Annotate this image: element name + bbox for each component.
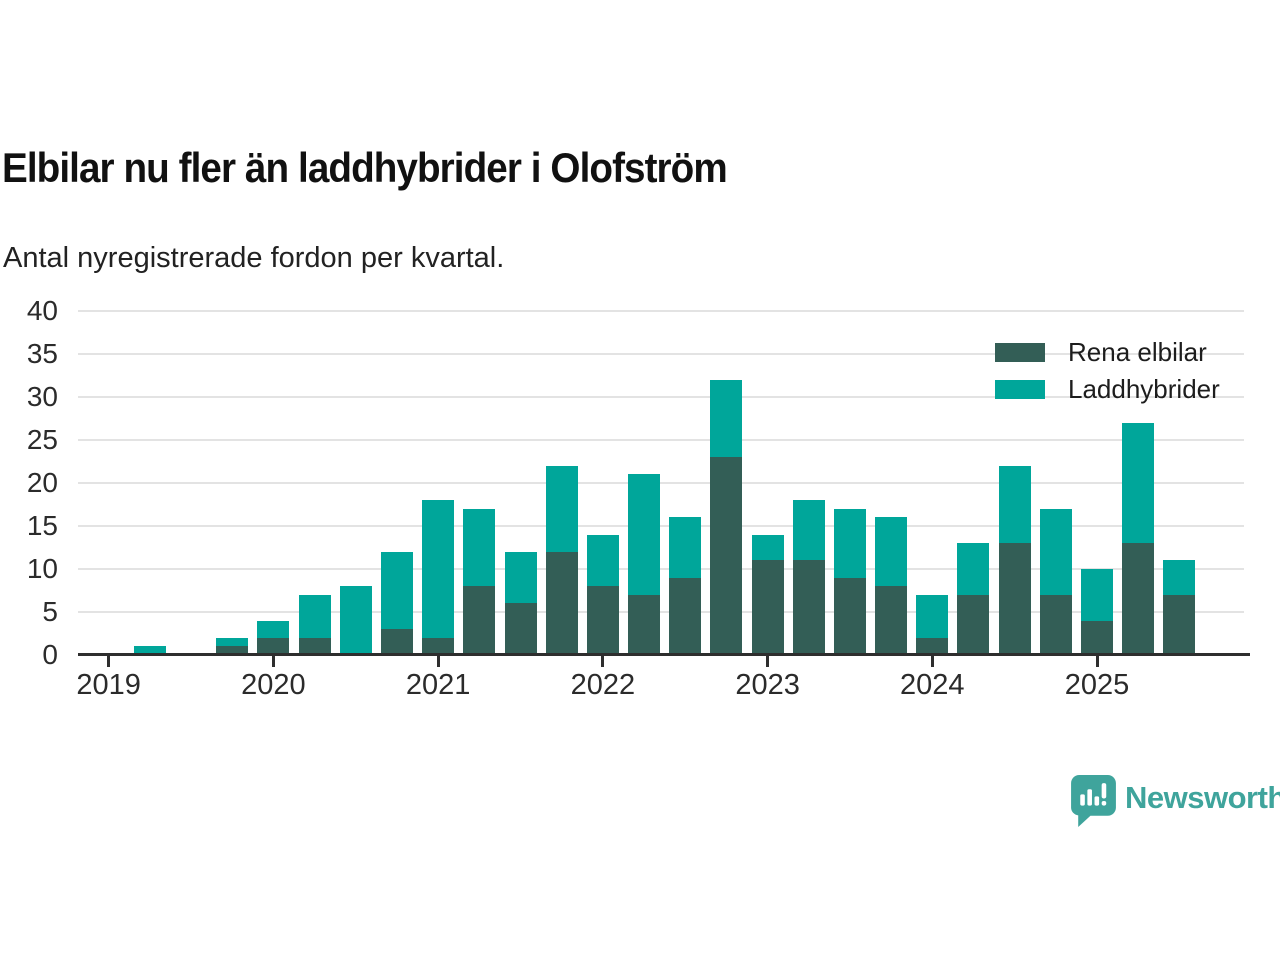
bar-segment-rena-elbilar <box>422 637 455 655</box>
gridline <box>78 396 1244 398</box>
bar-segment-rena-elbilar <box>380 629 413 655</box>
chart-subtitle: Antal nyregistrerade fordon per kvartal. <box>3 242 505 274</box>
bar-segment-laddhybrider <box>998 465 1031 544</box>
bar-segment-rena-elbilar <box>463 586 496 655</box>
x-axis-tick-label: 2025 <box>1064 669 1130 701</box>
newsworthy-logo-icon <box>1071 775 1116 827</box>
y-axis-tick-label: 20 <box>26 467 58 498</box>
x-axis-line <box>78 653 1250 656</box>
bar-segment-laddhybrider <box>792 500 825 561</box>
legend-label: Rena elbilar <box>1068 337 1207 367</box>
gridline <box>78 439 1244 441</box>
gridline <box>78 310 1244 312</box>
bar-segment-rena-elbilar <box>875 586 908 655</box>
bar-segment-laddhybrider <box>669 517 702 578</box>
gridline <box>78 353 1244 355</box>
bar-segment-laddhybrider <box>586 534 619 587</box>
bar-segment-laddhybrider <box>710 379 743 458</box>
bar-segment-rena-elbilar <box>1163 594 1196 655</box>
bar-segment-rena-elbilar <box>1122 543 1155 655</box>
bar-segment-laddhybrider <box>1081 569 1114 621</box>
y-axis-tick-label: 30 <box>26 381 58 412</box>
bar-segment-laddhybrider <box>380 551 413 630</box>
gridline <box>78 611 1244 613</box>
x-axis-tick <box>271 656 275 667</box>
bar-segment-laddhybrider <box>1163 560 1196 595</box>
brand-name: Newsworthy <box>1125 780 1280 815</box>
bar-segment-rena-elbilar <box>1039 594 1072 655</box>
legend-swatch <box>995 343 1045 362</box>
x-axis-tick-label: 2023 <box>735 669 800 701</box>
bar-segment-laddhybrider <box>833 508 866 578</box>
x-axis-tick-label: 2024 <box>900 669 965 701</box>
legend-swatch <box>995 380 1045 399</box>
bar-segment-laddhybrider <box>875 517 908 587</box>
legend-item: Rena elbilar <box>995 334 1220 371</box>
y-axis-tick-label: 25 <box>26 424 58 455</box>
bar-segment-laddhybrider <box>339 586 372 655</box>
gridline <box>78 568 1244 570</box>
bar-segment-rena-elbilar <box>216 646 249 655</box>
bar-segment-laddhybrider <box>463 508 496 587</box>
bar-segment-laddhybrider <box>216 637 249 647</box>
bar-segment-rena-elbilar <box>628 594 661 655</box>
bar-segment-laddhybrider <box>628 474 661 595</box>
x-axis-tick-label: 2021 <box>405 669 471 701</box>
bar-segment-laddhybrider <box>916 594 949 638</box>
x-axis-tick-label: 2019 <box>76 669 141 701</box>
bar-segment-laddhybrider <box>751 534 784 561</box>
bar-segment-laddhybrider <box>257 620 290 638</box>
x-axis-tick <box>766 656 770 667</box>
bar-segment-laddhybrider <box>957 543 990 595</box>
y-axis-tick-label: 35 <box>26 338 58 369</box>
x-axis-tick <box>436 656 440 667</box>
bar-segment-laddhybrider <box>1039 508 1072 595</box>
brand-footer: Newsworthy <box>1071 775 1280 828</box>
bar-segment-rena-elbilar <box>916 637 949 655</box>
bar-segment-rena-elbilar <box>957 594 990 655</box>
bar-segment-rena-elbilar <box>1081 620 1114 655</box>
bar-segment-rena-elbilar <box>833 577 866 655</box>
bar-segment-laddhybrider <box>504 551 537 604</box>
y-axis-tick-label: 40 <box>26 295 58 326</box>
bar-segment-laddhybrider <box>133 646 166 655</box>
bar-segment-rena-elbilar <box>710 457 743 655</box>
y-axis-tick-label: 5 <box>42 596 58 627</box>
x-axis-tick <box>107 656 111 667</box>
bar-segment-rena-elbilar <box>545 551 578 655</box>
bar-segment-rena-elbilar <box>504 603 537 655</box>
bar-segment-laddhybrider <box>545 465 578 552</box>
gridline <box>78 525 1244 527</box>
bar-segment-laddhybrider <box>298 594 331 638</box>
legend-label: Laddhybrider <box>1068 374 1220 404</box>
bar-segment-laddhybrider <box>1122 422 1155 544</box>
legend: Rena elbilar Laddhybrider <box>995 334 1220 408</box>
bar-segment-rena-elbilar <box>586 586 619 655</box>
y-axis-tick-label: 15 <box>26 510 58 541</box>
gridline <box>78 482 1244 484</box>
bar-segment-rena-elbilar <box>792 560 825 655</box>
bar-segment-laddhybrider <box>422 500 455 638</box>
y-axis-tick-label: 10 <box>26 553 58 584</box>
bar-segment-rena-elbilar <box>257 637 290 655</box>
legend-item: Laddhybrider <box>995 371 1220 408</box>
x-axis-tick <box>601 656 605 667</box>
x-axis-tick-label: 2022 <box>570 669 636 701</box>
bar-segment-rena-elbilar <box>998 543 1031 655</box>
x-axis-tick <box>1095 656 1099 667</box>
bar-segment-rena-elbilar <box>751 560 784 655</box>
page-title: Elbilar nu fler än laddhybrider i Olofst… <box>2 144 728 191</box>
x-axis-tick-label: 2020 <box>241 669 306 701</box>
y-axis-tick-label: 0 <box>42 639 58 670</box>
x-axis-tick <box>930 656 934 667</box>
bar-segment-rena-elbilar <box>298 637 331 655</box>
bar-segment-rena-elbilar <box>669 577 702 655</box>
